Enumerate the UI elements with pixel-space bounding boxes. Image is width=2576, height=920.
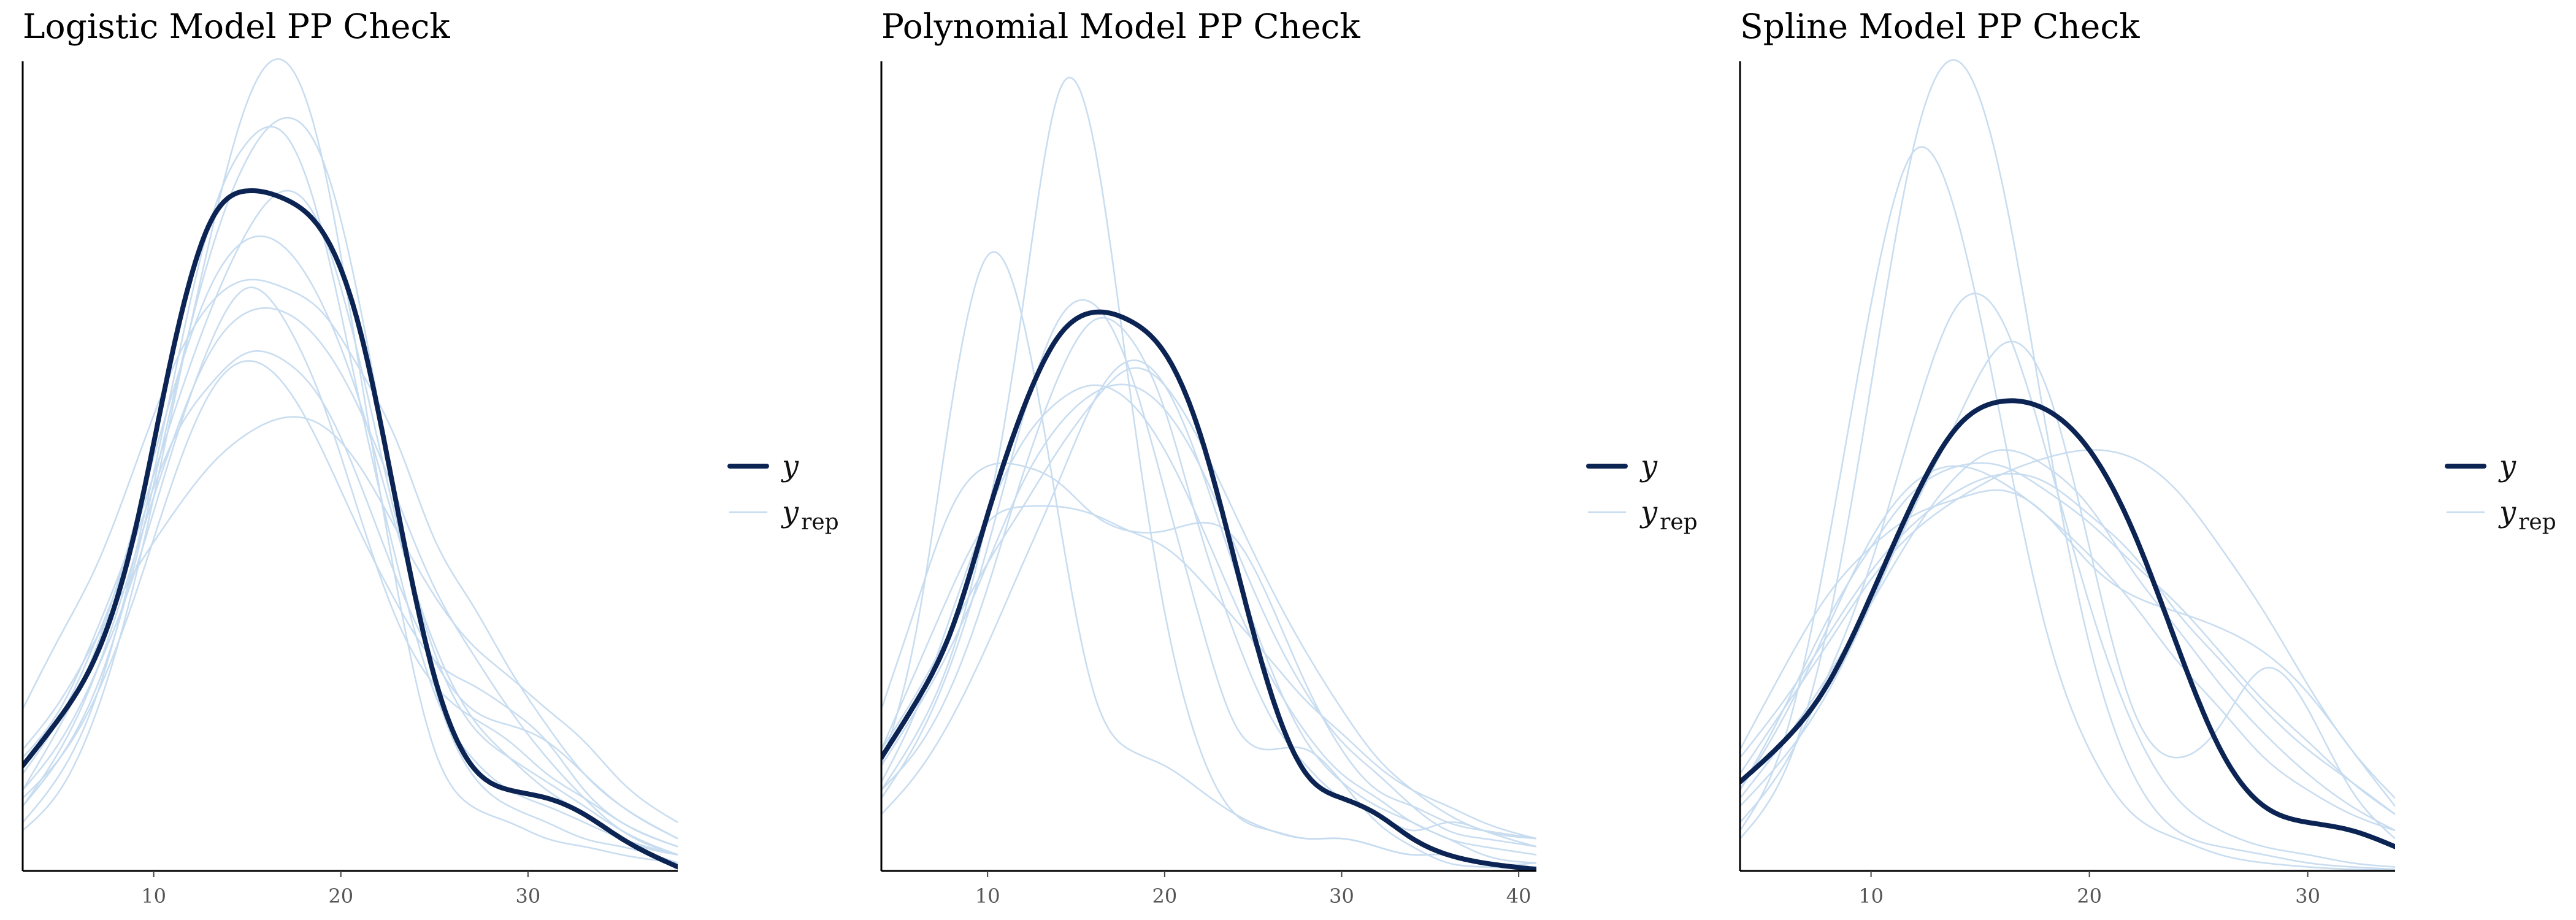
replicated-density-line — [1740, 449, 2395, 799]
x-tick-label: 30 — [2295, 884, 2320, 908]
replicated-density-line — [881, 462, 1536, 840]
replicated-density-line — [1740, 489, 2395, 807]
pp-check-panel-logistic: Logistic Model PP Check 10 20 30 y y rep — [0, 0, 859, 920]
replicated-density-line — [23, 126, 678, 856]
x-tick-label: 20 — [2077, 884, 2102, 908]
x-tick-label: 10 — [975, 884, 1000, 908]
observed-density-line — [881, 309, 1536, 871]
x-tick-label: 30 — [516, 884, 541, 908]
replicated-density-line — [23, 278, 678, 840]
replicated-density-line — [1740, 293, 2395, 868]
replicated-density-line — [23, 416, 678, 824]
replicated-density-line — [1740, 59, 2395, 870]
chart-title: Spline Model PP Check — [1740, 7, 2140, 46]
legend-y-label: y — [781, 449, 799, 483]
replicated-density-line — [881, 367, 1536, 840]
legend: yy rep — [1586, 449, 1698, 535]
legend-label-text: y — [2498, 495, 2517, 529]
legend-label-text: y — [1639, 449, 1658, 483]
replicated-density-line — [881, 383, 1536, 848]
legend-label-text: y — [781, 495, 799, 529]
x-tick-label: 20 — [1152, 884, 1177, 908]
legend: yy rep — [2445, 449, 2556, 535]
legend-yrep-label: y rep — [781, 495, 839, 535]
replicated-density-line — [1740, 340, 2395, 840]
replicated-density-line — [881, 299, 1536, 870]
replicated-density-line — [23, 286, 678, 848]
legend-label-subscript: rep — [2518, 510, 2556, 535]
legend-label-text: y — [781, 449, 799, 483]
legend-label-text: y — [1639, 495, 1658, 529]
legend-y-label: y — [2498, 449, 2517, 483]
x-tick-label: 30 — [1329, 884, 1354, 908]
x-tick-label: 10 — [1858, 884, 1884, 908]
replicated-density-line — [23, 235, 678, 856]
observed-density-line — [1740, 398, 2395, 849]
replicated-density-line — [881, 505, 1536, 840]
legend-y-label: y — [1639, 449, 1658, 483]
replicated-density-line — [881, 359, 1536, 856]
legend-label-text: y — [2498, 449, 2517, 483]
legend-yrep-label: y rep — [2498, 495, 2556, 535]
x-tick-label: 40 — [1506, 884, 1531, 908]
replicated-density-line — [23, 58, 678, 864]
replicated-density-line — [1740, 473, 2395, 815]
legend: yy rep — [727, 449, 839, 535]
replicated-density-line — [23, 307, 678, 856]
replicated-density-line — [1740, 449, 2395, 832]
replicated-density-line — [1740, 146, 2395, 871]
chart-title: Polynomial Model PP Check — [881, 7, 1360, 46]
observed-density-line — [23, 188, 678, 870]
legend-label-subscript: rep — [1660, 510, 1698, 535]
x-tick-label: 10 — [141, 884, 166, 908]
pp-check-panel-polynomial: Polynomial Model PP Check 10 20 30 40 y y rep — [859, 0, 1717, 920]
legend-yrep-label: y rep — [1639, 495, 1698, 535]
replicated-density-line — [881, 316, 1536, 848]
chart-title: Logistic Model PP Check — [23, 7, 450, 46]
pp-check-panel-spline: Spline Model PP Check 10 20 30 y y rep — [1717, 0, 2576, 920]
replicated-density-line — [881, 77, 1536, 868]
replicated-density-line — [23, 360, 678, 848]
legend-label-subscript: rep — [801, 510, 839, 535]
replicated-density-line — [23, 117, 678, 864]
replicated-density-line — [1740, 462, 2395, 815]
replicated-density-line — [1740, 465, 2395, 832]
x-tick-label: 20 — [328, 884, 353, 908]
